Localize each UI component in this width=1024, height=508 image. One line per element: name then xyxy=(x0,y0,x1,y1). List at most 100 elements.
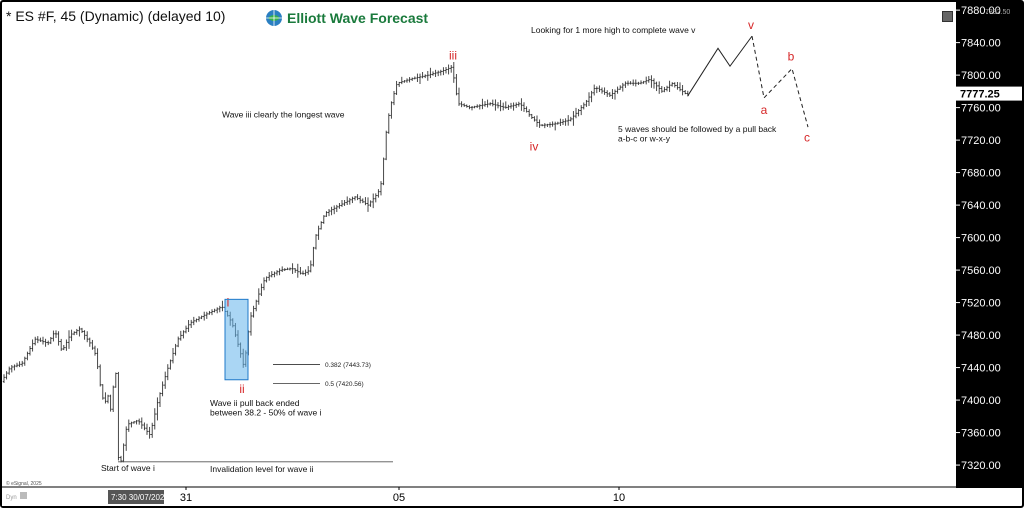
annotation-text: Wave iii clearly the longest wave xyxy=(222,109,345,119)
ohlc-bar xyxy=(275,270,279,276)
ohlc-bar xyxy=(138,418,141,425)
ohlc-bar xyxy=(616,86,619,94)
annotation-text: a-b-c or w-x-y xyxy=(618,134,671,144)
ohlc-bar xyxy=(60,338,63,351)
ohlc-bar xyxy=(340,199,344,207)
ohlc-bar xyxy=(286,267,289,271)
ohlc-bar xyxy=(192,316,195,326)
ohlc-bar xyxy=(645,76,648,85)
ohlc-bar xyxy=(574,107,578,119)
ohlc-bar xyxy=(343,199,346,206)
y-tick-label: 7720.00 xyxy=(961,135,1001,147)
ohlc-bar xyxy=(663,87,666,93)
ohlc-bar xyxy=(148,426,151,439)
maximize-icon[interactable] xyxy=(942,11,953,22)
ohlc-bar xyxy=(145,423,149,435)
cursor-time-label: 7:30 30/07/2026 xyxy=(111,493,169,502)
ohlc-bar xyxy=(216,307,219,314)
ohlc-bar xyxy=(528,109,531,117)
ohlc-bar xyxy=(356,194,359,201)
ohlc-bar xyxy=(671,82,674,87)
x-axis-ticks: 31 05 10 xyxy=(180,487,625,504)
ohlc-bar xyxy=(634,79,637,87)
ohlc-bar xyxy=(434,69,437,78)
ohlc-bar xyxy=(34,336,37,346)
ohlc-bar xyxy=(639,80,643,85)
ohlc-bar xyxy=(153,408,156,430)
ohlc-bar xyxy=(140,417,143,429)
ohlc-bar xyxy=(112,385,115,413)
ohlc-bar xyxy=(83,330,86,340)
ohlc-bar xyxy=(587,92,591,106)
ohlc-bar xyxy=(546,123,549,128)
ohlc-bar xyxy=(23,356,26,366)
wave-ii-zone xyxy=(224,298,249,381)
ohlc-bar xyxy=(421,71,424,79)
ohlc-bar xyxy=(429,67,432,79)
copyright-text: © eSignal, 2025 xyxy=(6,480,42,487)
ohlc-bar xyxy=(28,345,32,356)
ohlc-bar xyxy=(327,209,331,217)
ohlc-bar xyxy=(426,71,429,81)
ohlc-bar xyxy=(270,271,273,278)
ohlc-bar xyxy=(600,87,604,94)
ohlc-bar xyxy=(114,372,117,388)
ohlc-bar xyxy=(517,101,520,107)
cursor-time-marker: 7:30 30/07/2026 xyxy=(108,490,169,504)
ohlc-bar xyxy=(361,198,364,204)
ohlc-bar xyxy=(650,75,653,88)
ohlc-bar xyxy=(629,81,632,85)
ohlc-bar xyxy=(551,121,554,127)
ohlc-bar xyxy=(218,305,221,313)
ohlc-bar xyxy=(179,330,182,341)
ohlc-bar xyxy=(395,80,398,95)
ohlc-bar xyxy=(525,106,528,113)
ohlc-bar xyxy=(299,266,302,275)
ohlc-bar xyxy=(260,283,263,297)
ohlc-bar xyxy=(312,246,315,267)
ohlc-bar xyxy=(483,101,487,107)
ohlc-bar xyxy=(151,422,154,438)
ohlc-bar xyxy=(91,339,94,350)
ohlc-bar xyxy=(174,343,177,356)
fib-levels: 0.382 (7443.73) 0.5 (7420.56) Invalidation… xyxy=(118,362,393,474)
ohlc-bar xyxy=(62,344,65,351)
ohlc-bar xyxy=(281,266,284,273)
ohlc-bar xyxy=(70,329,73,342)
ohlc-bar xyxy=(249,312,253,336)
ohlc-bar xyxy=(5,371,8,380)
ohlc-bar xyxy=(372,193,375,209)
ohlc-bar xyxy=(13,364,16,371)
ohlc-bar xyxy=(491,99,494,107)
ohlc-bar xyxy=(660,86,663,93)
ohlc-bar xyxy=(522,102,526,112)
ohlc-bar xyxy=(187,320,190,333)
ohlc-bar xyxy=(125,426,128,451)
price-bars xyxy=(2,62,689,463)
ohlc-bar xyxy=(348,197,351,205)
ohlc-bar xyxy=(598,85,601,93)
svg-text:Dyn: Dyn xyxy=(6,495,17,501)
ohlc-bar xyxy=(512,102,515,111)
ohlc-bar xyxy=(413,76,416,80)
ohlc-bar xyxy=(400,76,403,85)
ohlc-bar xyxy=(457,87,461,106)
ohlc-bar xyxy=(541,124,544,127)
ohlc-bar xyxy=(504,101,507,109)
wave-label-ii: ii xyxy=(239,382,244,396)
ohlc-bar xyxy=(171,347,175,364)
last-price-label: 7777.25 xyxy=(960,89,1000,101)
ohlc-bar xyxy=(533,116,536,122)
ohlc-bar xyxy=(52,330,55,342)
ohlc-bar xyxy=(80,327,84,333)
wave-label-iv: iv xyxy=(530,140,539,154)
annotation-text: Looking for 1 more high to complete wave… xyxy=(531,25,696,35)
ohlc-bar xyxy=(130,421,133,428)
ohlc-bar xyxy=(624,81,627,88)
ohlc-bar xyxy=(613,89,617,100)
ohlc-bar xyxy=(515,102,518,109)
ohlc-bar xyxy=(190,319,193,329)
fib-level: 0.382 (7443.73) xyxy=(273,362,371,369)
ohlc-bar xyxy=(273,271,276,278)
